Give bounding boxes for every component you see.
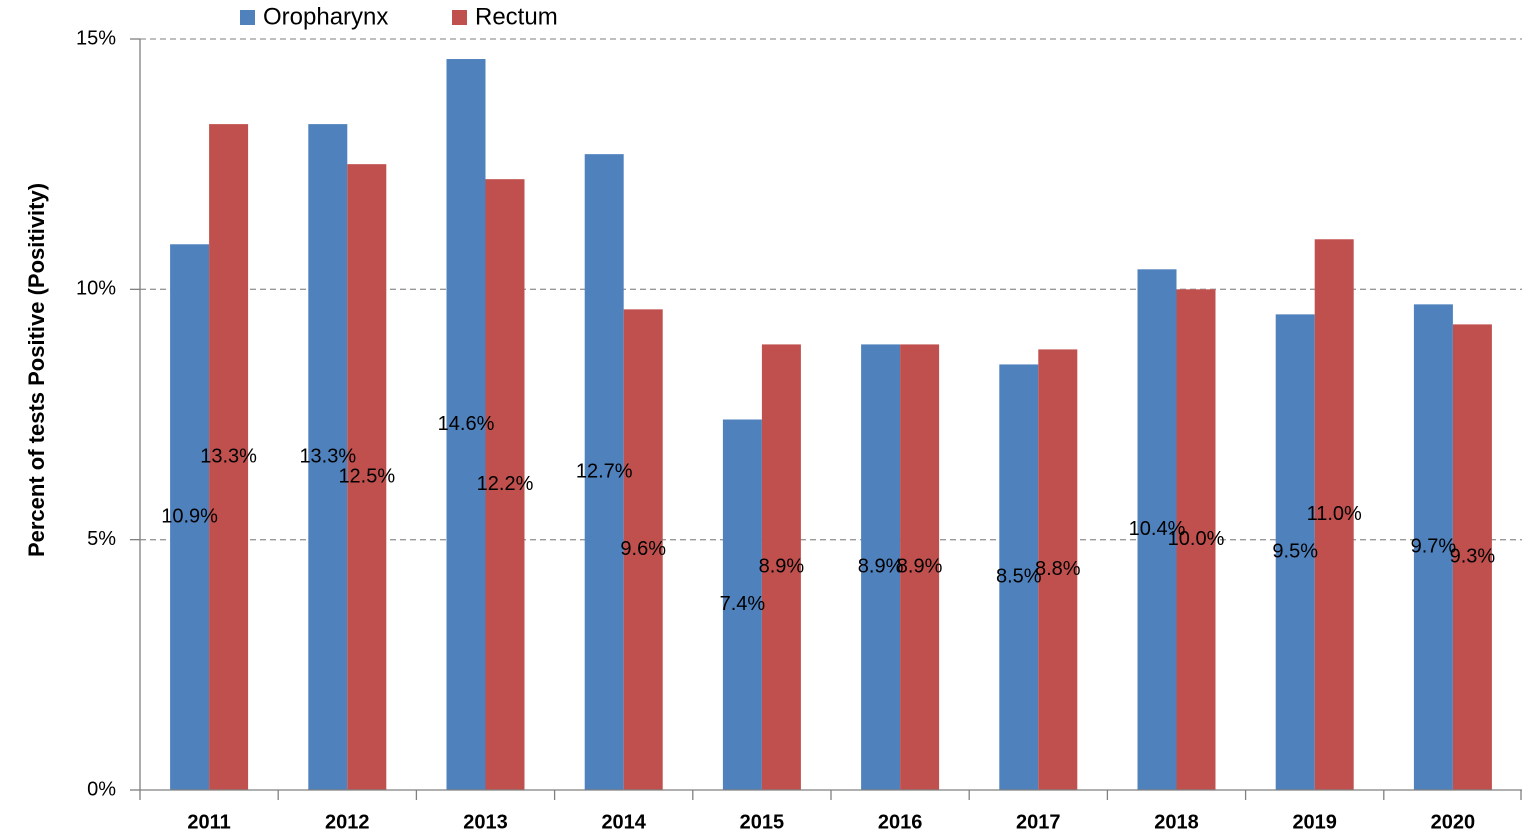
y-tick-label: 5% [87, 528, 116, 550]
bar [722, 419, 762, 790]
bar [623, 309, 663, 790]
bar [999, 364, 1039, 790]
y-tick-label: 15% [76, 27, 116, 49]
x-tick-label: 2012 [325, 811, 370, 833]
bar [170, 244, 210, 791]
y-tick-label: 0% [87, 778, 116, 800]
x-tick-label: 2014 [601, 811, 646, 833]
data-label: 10.4% [1129, 518, 1186, 540]
data-label: 11.0% [1307, 503, 1362, 525]
legend-swatch [240, 10, 255, 25]
data-label: 9.5% [1272, 540, 1318, 562]
data-label: 8.5% [996, 565, 1042, 587]
data-label: 8.9% [897, 555, 943, 577]
data-label: 7.4% [720, 593, 766, 615]
legend-label: Oropharynx [263, 3, 388, 30]
x-tick-label: 2019 [1292, 811, 1337, 833]
legend-swatch [452, 10, 467, 25]
x-tick-label: 2015 [740, 811, 785, 833]
bar [308, 124, 348, 790]
data-label: 12.5% [338, 465, 395, 487]
bar [1314, 239, 1354, 790]
x-tick-label: 2017 [1016, 811, 1061, 833]
bar [584, 154, 624, 791]
bar [1038, 349, 1078, 790]
x-tick-label: 2016 [878, 811, 923, 833]
bar [1137, 269, 1177, 791]
x-tick-label: 2013 [463, 811, 508, 833]
bar [347, 164, 387, 790]
bar [1275, 314, 1315, 790]
bar [761, 344, 801, 790]
data-label: 13.3% [299, 445, 356, 467]
x-tick-label: 2020 [1431, 811, 1476, 833]
x-tick-label: 2011 [187, 811, 230, 833]
bar [446, 59, 486, 790]
data-label: 14.6% [438, 413, 495, 435]
bar [209, 124, 249, 790]
data-label: 8.8% [1035, 558, 1081, 580]
data-label: 12.2% [477, 473, 534, 495]
bar [1176, 289, 1216, 790]
data-label: 10.0% [1168, 528, 1225, 550]
data-label: 8.9% [858, 555, 904, 577]
data-label: 8.9% [759, 555, 805, 577]
legend-label: Rectum [475, 3, 558, 30]
x-tick-label: 2018 [1154, 811, 1199, 833]
y-axis-label: Percent of tests Positive (Positivity) [24, 183, 49, 557]
bar [485, 179, 525, 791]
data-label: 9.6% [620, 538, 666, 560]
bar [861, 344, 901, 790]
bar [1413, 304, 1453, 790]
data-label: 9.3% [1450, 545, 1496, 567]
bar [900, 344, 940, 790]
bar [1452, 324, 1492, 790]
data-label: 9.7% [1411, 535, 1457, 557]
data-label: 13.3% [200, 445, 257, 467]
data-label: 12.7% [576, 460, 633, 482]
y-tick-label: 10% [76, 278, 116, 300]
data-label: 10.9% [161, 505, 218, 527]
